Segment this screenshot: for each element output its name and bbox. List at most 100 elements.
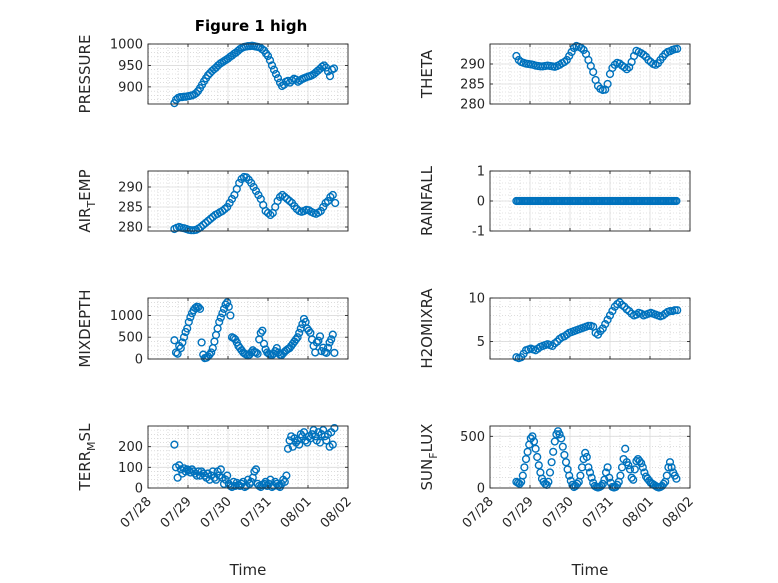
data-point — [598, 479, 607, 488]
data-point — [299, 428, 309, 437]
data-point — [533, 452, 542, 462]
data-point — [639, 50, 648, 59]
subplot-air_temp: 280 285 290 AIRTEMP — [76, 169, 349, 236]
data-point — [616, 471, 625, 480]
y-axis-label: SUNFLUX — [418, 424, 440, 491]
data-series-sun_flux — [512, 427, 681, 492]
data-point — [304, 326, 313, 335]
data-series-rainfall — [512, 196, 681, 206]
subplot-pressure: 900 950 1000 PRESSURE — [76, 35, 349, 113]
data-point — [249, 182, 258, 192]
y-tick-label: 200 — [118, 440, 143, 455]
data-point — [196, 222, 205, 232]
data-point — [672, 196, 681, 206]
data-point — [512, 51, 521, 61]
data-point — [573, 479, 582, 488]
data-point — [265, 56, 275, 65]
data-point — [635, 457, 644, 466]
y-tick-label: 950 — [118, 59, 143, 74]
data-point — [254, 190, 263, 200]
data-point — [245, 479, 254, 488]
data-point — [323, 343, 333, 352]
data-point — [199, 220, 208, 230]
y-axis-label: H2OMIXRA — [418, 288, 436, 369]
data-point — [582, 452, 591, 462]
data-point — [273, 196, 282, 206]
data-point — [224, 302, 233, 311]
data-point — [672, 474, 681, 483]
data-point — [589, 67, 598, 77]
y-tick-label: 500 — [460, 430, 485, 445]
data-point — [662, 471, 671, 480]
data-point — [283, 194, 292, 204]
data-point — [314, 336, 323, 345]
data-point — [630, 465, 639, 474]
data-point — [210, 473, 219, 482]
data-point — [328, 330, 337, 339]
data-point — [271, 69, 281, 79]
y-tick-label: 280 — [460, 98, 485, 113]
data-point — [557, 434, 566, 443]
x-axis-label: Time — [229, 561, 267, 579]
data-point — [600, 475, 609, 484]
data-point — [322, 348, 331, 358]
data-point — [218, 206, 227, 216]
data-point — [191, 89, 201, 98]
axes-box — [147, 425, 349, 489]
data-point — [550, 437, 559, 446]
data-point — [266, 210, 275, 220]
data-point — [632, 457, 641, 466]
y-tick-label: 1000 — [110, 309, 143, 324]
y-tick-label: 0 — [477, 482, 485, 497]
data-point — [275, 192, 285, 202]
data-point — [178, 338, 187, 347]
data-point — [547, 458, 556, 467]
data-point — [549, 447, 558, 456]
data-point — [625, 465, 635, 474]
x-axis-label: Time — [571, 561, 609, 579]
data-point — [603, 315, 612, 324]
data-point — [520, 463, 529, 472]
data-point — [640, 468, 649, 477]
data-point — [544, 477, 553, 486]
data-point — [558, 442, 567, 451]
data-point — [170, 440, 179, 449]
data-point — [315, 332, 325, 341]
data-point — [226, 311, 235, 320]
data-point — [223, 471, 232, 480]
data-point — [584, 321, 593, 330]
data-series-terr_msl — [170, 423, 339, 492]
axes-box — [489, 297, 691, 360]
data-point — [523, 447, 532, 456]
data-point — [251, 186, 261, 196]
data-point — [598, 324, 607, 333]
data-point — [577, 43, 586, 53]
y-axis-label: THETA — [418, 49, 436, 99]
data-point — [323, 196, 333, 206]
data-point — [186, 313, 195, 322]
data-point — [176, 344, 185, 353]
data-point — [629, 475, 638, 484]
data-point — [206, 214, 215, 224]
subplot-mixdepth: 0 500 1000 MIXDEPTH — [76, 289, 349, 368]
data-point — [251, 465, 261, 474]
data-point — [545, 468, 555, 477]
data-point — [195, 304, 205, 313]
data-point — [216, 313, 225, 322]
data-point — [585, 468, 595, 477]
data-point — [259, 339, 269, 348]
data-point — [670, 306, 679, 315]
data-point — [316, 206, 325, 216]
data-point — [664, 463, 673, 472]
data-point — [312, 338, 321, 347]
y-tick-label: 1 — [477, 165, 485, 180]
data-point — [327, 335, 336, 344]
data-point — [584, 463, 593, 472]
data-point — [215, 317, 224, 327]
data-point — [621, 444, 630, 453]
data-point — [331, 198, 340, 208]
data-point — [562, 55, 571, 65]
data-point — [561, 458, 571, 467]
data-series-mixdepth — [170, 298, 339, 363]
